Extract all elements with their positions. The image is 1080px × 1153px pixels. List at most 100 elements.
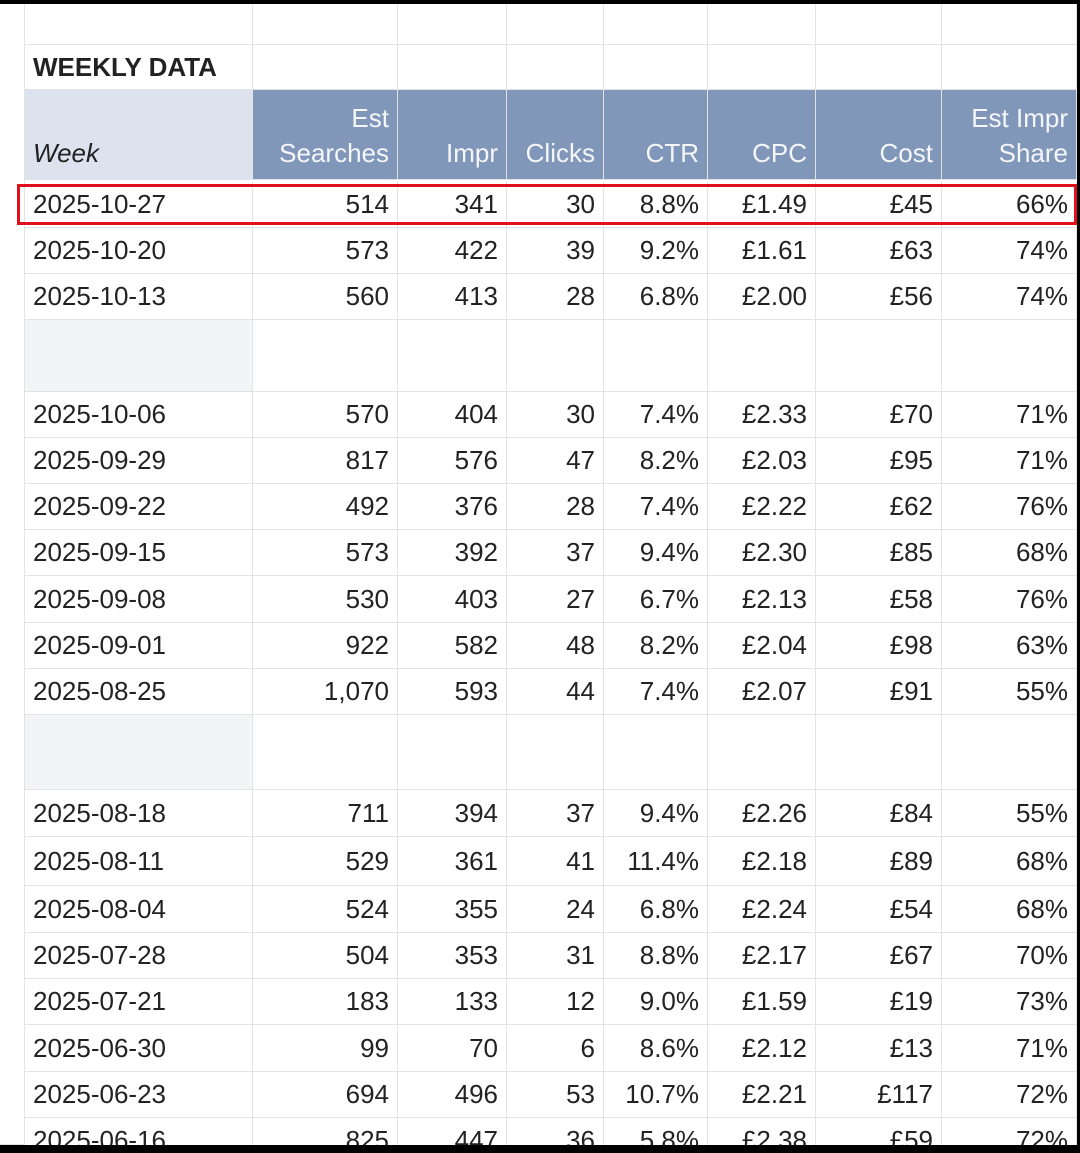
data-cell[interactable]: 355 — [398, 886, 507, 933]
data-cell[interactable]: 582 — [398, 623, 507, 669]
data-cell[interactable]: 570 — [253, 392, 398, 438]
data-cell[interactable]: £2.22 — [708, 484, 816, 530]
data-cell[interactable]: £70 — [816, 392, 942, 438]
data-cell[interactable]: 524 — [253, 886, 398, 933]
data-cell[interactable]: 71% — [942, 392, 1077, 438]
data-cell[interactable]: £2.07 — [708, 669, 816, 715]
data-cell[interactable]: 8.8% — [604, 182, 708, 228]
data-cell[interactable]: 183 — [253, 979, 398, 1025]
data-cell[interactable]: 7.4% — [604, 669, 708, 715]
data-cell[interactable]: 74% — [942, 274, 1077, 320]
data-cell[interactable]: £2.38 — [708, 1118, 816, 1145]
data-cell[interactable]: 44 — [507, 669, 604, 715]
week-cell[interactable]: 2025-08-11 — [25, 837, 253, 886]
data-cell[interactable]: 30 — [507, 182, 604, 228]
data-cell[interactable]: 68% — [942, 837, 1077, 886]
data-cell[interactable]: 6.8% — [604, 274, 708, 320]
data-cell[interactable]: 560 — [253, 274, 398, 320]
data-cell[interactable]: £2.00 — [708, 274, 816, 320]
data-cell[interactable]: 55% — [942, 790, 1077, 837]
data-cell[interactable]: 392 — [398, 530, 507, 576]
data-cell[interactable]: £2.03 — [708, 438, 816, 484]
data-cell[interactable]: £2.18 — [708, 837, 816, 886]
data-cell[interactable]: 55% — [942, 669, 1077, 715]
data-cell[interactable]: 70 — [398, 1025, 507, 1072]
data-cell[interactable]: 76% — [942, 576, 1077, 623]
data-cell[interactable]: £13 — [816, 1025, 942, 1072]
data-cell[interactable]: 63% — [942, 623, 1077, 669]
data-cell[interactable]: 361 — [398, 837, 507, 886]
data-cell[interactable]: £2.24 — [708, 886, 816, 933]
data-cell[interactable]: £63 — [816, 228, 942, 274]
data-cell[interactable]: 8.8% — [604, 933, 708, 979]
data-cell[interactable]: £58 — [816, 576, 942, 623]
data-cell[interactable]: 48 — [507, 623, 604, 669]
data-cell[interactable]: £2.30 — [708, 530, 816, 576]
data-cell[interactable]: 68% — [942, 530, 1077, 576]
data-cell[interactable]: £56 — [816, 274, 942, 320]
data-cell[interactable]: 8.6% — [604, 1025, 708, 1072]
data-cell[interactable]: 30 — [507, 392, 604, 438]
week-cell[interactable]: 2025-08-25 — [25, 669, 253, 715]
data-cell[interactable]: £1.49 — [708, 182, 816, 228]
week-cell[interactable]: 2025-07-28 — [25, 933, 253, 979]
data-cell[interactable]: £98 — [816, 623, 942, 669]
data-cell[interactable]: 8.2% — [604, 438, 708, 484]
data-cell[interactable]: 394 — [398, 790, 507, 837]
week-cell[interactable]: 2025-09-22 — [25, 484, 253, 530]
data-cell[interactable]: £2.04 — [708, 623, 816, 669]
data-cell[interactable]: £19 — [816, 979, 942, 1025]
data-cell[interactable]: 8.2% — [604, 623, 708, 669]
data-cell[interactable]: £54 — [816, 886, 942, 933]
data-cell[interactable]: 133 — [398, 979, 507, 1025]
data-cell[interactable]: 74% — [942, 228, 1077, 274]
data-cell[interactable]: 72% — [942, 1072, 1077, 1118]
week-cell[interactable]: 2025-06-30 — [25, 1025, 253, 1072]
data-cell[interactable]: 6 — [507, 1025, 604, 1072]
data-cell[interactable]: 10.7% — [604, 1072, 708, 1118]
data-cell[interactable]: £2.13 — [708, 576, 816, 623]
data-cell[interactable]: 817 — [253, 438, 398, 484]
week-cell[interactable]: 2025-10-13 — [25, 274, 253, 320]
data-cell[interactable]: 28 — [507, 484, 604, 530]
data-cell[interactable]: 72% — [942, 1118, 1077, 1145]
data-cell[interactable]: 71% — [942, 1025, 1077, 1072]
data-cell[interactable]: 76% — [942, 484, 1077, 530]
data-cell[interactable]: 694 — [253, 1072, 398, 1118]
data-cell[interactable]: 70% — [942, 933, 1077, 979]
data-cell[interactable]: £2.33 — [708, 392, 816, 438]
week-cell[interactable]: 2025-09-01 — [25, 623, 253, 669]
data-cell[interactable]: £91 — [816, 669, 942, 715]
data-cell[interactable]: 576 — [398, 438, 507, 484]
data-cell[interactable]: 422 — [398, 228, 507, 274]
data-cell[interactable]: 353 — [398, 933, 507, 979]
data-cell[interactable]: 68% — [942, 886, 1077, 933]
data-cell[interactable]: £1.61 — [708, 228, 816, 274]
week-cell[interactable]: 2025-06-23 — [25, 1072, 253, 1118]
data-cell[interactable]: £85 — [816, 530, 942, 576]
data-cell[interactable]: 573 — [253, 228, 398, 274]
data-cell[interactable]: 5.8% — [604, 1118, 708, 1145]
data-cell[interactable]: 1,070 — [253, 669, 398, 715]
data-cell[interactable]: 37 — [507, 790, 604, 837]
data-cell[interactable]: 47 — [507, 438, 604, 484]
data-cell[interactable]: £59 — [816, 1118, 942, 1145]
data-cell[interactable]: 447 — [398, 1118, 507, 1145]
data-cell[interactable]: 496 — [398, 1072, 507, 1118]
data-cell[interactable]: £62 — [816, 484, 942, 530]
data-cell[interactable]: £89 — [816, 837, 942, 886]
data-cell[interactable]: 593 — [398, 669, 507, 715]
week-cell[interactable]: 2025-08-18 — [25, 790, 253, 837]
data-cell[interactable]: 27 — [507, 576, 604, 623]
data-cell[interactable]: 39 — [507, 228, 604, 274]
data-cell[interactable]: 514 — [253, 182, 398, 228]
week-cell[interactable]: 2025-07-21 — [25, 979, 253, 1025]
data-cell[interactable]: £117 — [816, 1072, 942, 1118]
week-cell[interactable]: 2025-10-06 — [25, 392, 253, 438]
data-cell[interactable]: £2.21 — [708, 1072, 816, 1118]
data-cell[interactable]: 36 — [507, 1118, 604, 1145]
data-cell[interactable]: £45 — [816, 182, 942, 228]
data-cell[interactable]: 404 — [398, 392, 507, 438]
data-cell[interactable]: 573 — [253, 530, 398, 576]
data-cell[interactable]: £1.59 — [708, 979, 816, 1025]
